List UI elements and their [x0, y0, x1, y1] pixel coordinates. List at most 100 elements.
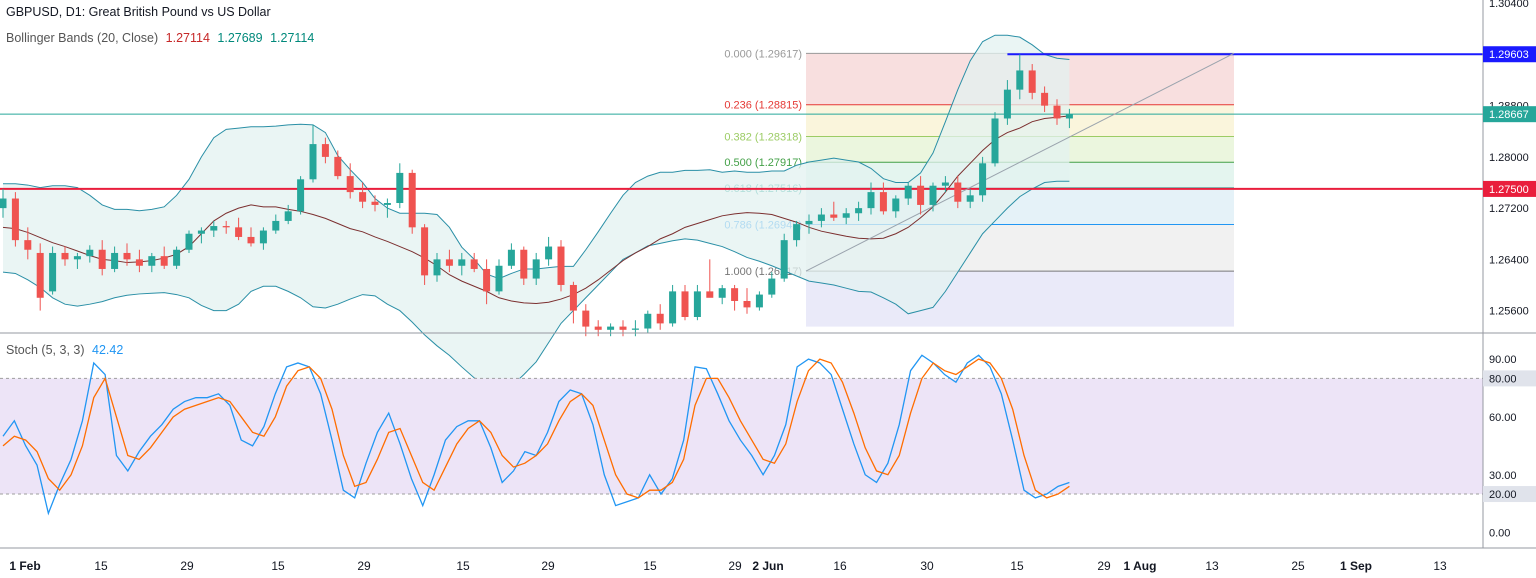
candle-body	[929, 185, 937, 205]
candle-body	[1065, 113, 1073, 119]
candle-body	[483, 268, 491, 292]
candle-body	[359, 192, 367, 202]
candle-body	[557, 246, 565, 285]
time-axis-label: 15	[456, 559, 470, 573]
candle-body	[805, 220, 813, 225]
candle-body	[383, 203, 391, 205]
candle-body	[979, 163, 987, 196]
candle-body	[966, 195, 974, 202]
candle-body	[507, 249, 515, 266]
candle-body	[73, 256, 81, 260]
candle-body	[954, 182, 962, 202]
candle-body	[644, 313, 652, 329]
price-label-badge	[1483, 46, 1536, 63]
candle-body	[297, 179, 305, 212]
candle-body	[11, 198, 19, 241]
time-axis-label: 30	[920, 559, 934, 573]
time-axis-label: 15	[271, 559, 285, 573]
candle-body	[582, 310, 590, 327]
candle-body	[235, 227, 243, 237]
price-label-text: 1.28667	[1489, 109, 1529, 121]
trend-line	[805, 52, 1235, 272]
candle-body	[607, 326, 615, 330]
candle-body	[768, 278, 776, 295]
candle-body	[0, 198, 7, 209]
candle-body	[470, 259, 478, 269]
bollinger-lower-value: 1.27114	[165, 31, 210, 45]
candle-body	[495, 265, 503, 292]
time-axis-label: 15	[94, 559, 108, 573]
candle-body	[421, 227, 429, 276]
price-tick-label: 1.27200	[1489, 203, 1529, 215]
candle-body	[1028, 70, 1036, 93]
candle-body	[830, 214, 838, 218]
candle-body	[185, 233, 193, 250]
candle-body	[1016, 70, 1024, 90]
time-axis-label: 29	[1097, 559, 1111, 573]
candle-body	[284, 211, 292, 221]
candle-body	[532, 259, 540, 279]
price-label-text: 1.29603	[1489, 49, 1529, 61]
stoch-tick-label: 90.00	[1489, 354, 1517, 366]
stoch-legend: Stoch (5, 3, 3) 42.42	[6, 343, 127, 357]
time-axis-label: 29	[180, 559, 194, 573]
price-tick-label: 1.25600	[1489, 306, 1529, 318]
time-axis-label: 1 Aug	[1124, 559, 1157, 573]
candle-body	[743, 300, 751, 308]
time-axis-label: 16	[833, 559, 847, 573]
candle-body	[755, 294, 763, 308]
price-label-badge	[1483, 106, 1536, 123]
candle-body	[222, 226, 230, 228]
candle-body	[98, 249, 106, 269]
candle-body	[892, 198, 900, 212]
candle-body	[941, 182, 949, 186]
candle-body	[842, 213, 850, 218]
time-axis-label: 29	[728, 559, 742, 573]
time-axis-label: 13	[1433, 559, 1447, 573]
stoch-band-badge	[1483, 486, 1536, 503]
candle-body	[681, 291, 689, 317]
candle-body	[458, 259, 466, 266]
price-label-text: 1.27500	[1489, 184, 1529, 196]
price-tick-label: 1.26400	[1489, 254, 1529, 266]
candle-body	[148, 256, 156, 266]
stoch-line-d	[2, 358, 1070, 499]
time-axis-label: 2 Jun	[752, 559, 783, 573]
candle-body	[197, 230, 205, 234]
candle-body	[669, 291, 677, 324]
time-axis-label: 29	[357, 559, 371, 573]
candle-body	[631, 328, 639, 330]
candle-body	[520, 249, 528, 279]
bollinger-basis-value: 1.27689	[217, 31, 263, 45]
candle-body	[210, 226, 218, 231]
candle-body	[334, 156, 342, 177]
candle-body	[160, 256, 168, 266]
candle-body	[731, 288, 739, 301]
candle-body	[793, 224, 801, 241]
candle-body	[61, 252, 69, 260]
candle-body	[1003, 89, 1011, 119]
candle-body	[718, 288, 726, 298]
stoch-tick-label: 0.00	[1489, 528, 1510, 540]
candle-body	[309, 144, 317, 180]
price-tick-label: 1.28000	[1489, 152, 1529, 164]
fib-level-label: 0.236 (1.28815)	[724, 100, 802, 112]
fib-level-label: 0.382 (1.28318)	[724, 132, 802, 144]
candle-body	[991, 118, 999, 164]
stoch-band-label: 20.00	[1489, 489, 1517, 501]
candle-body	[817, 214, 825, 221]
time-axis-label: 29	[541, 559, 555, 573]
candle-body	[24, 240, 32, 250]
stoch-band-badge	[1483, 370, 1536, 387]
stoch-band-fill	[0, 378, 1483, 495]
time-axis-label: 1 Sep	[1340, 559, 1372, 573]
candle-body	[693, 291, 701, 317]
stoch-tick-label: 60.00	[1489, 412, 1517, 424]
candle-body	[855, 208, 863, 214]
candle-body	[1053, 105, 1061, 119]
time-axis-label: 15	[1010, 559, 1024, 573]
candle-body	[408, 172, 416, 228]
stoch-tick-label: 30.00	[1489, 470, 1517, 482]
bollinger-lower-line	[2, 180, 1070, 392]
